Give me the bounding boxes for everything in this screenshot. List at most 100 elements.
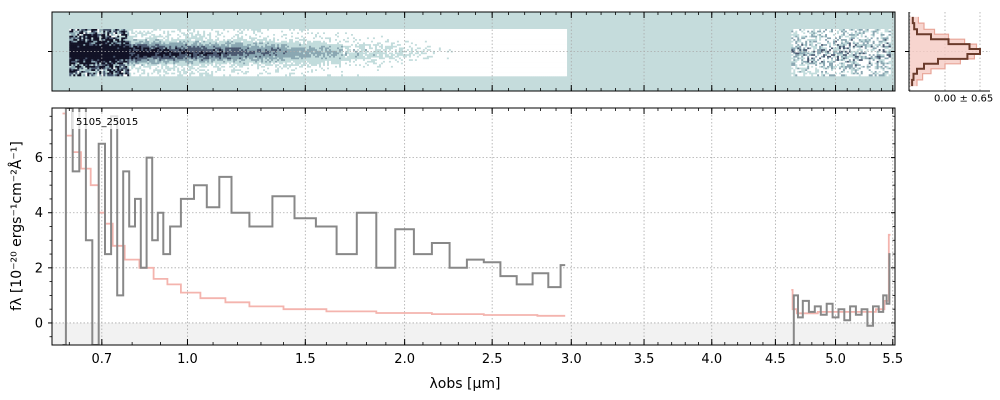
heatmap-cell xyxy=(406,74,410,77)
heatmap-cell xyxy=(119,67,122,70)
heatmap-cell xyxy=(297,52,300,55)
heatmap-cell xyxy=(121,57,124,60)
heatmap-cell xyxy=(237,32,240,35)
heatmap-cell xyxy=(414,59,418,62)
heatmap-cell xyxy=(169,62,172,65)
heatmap-cell xyxy=(247,55,250,58)
heatmap-cell xyxy=(81,47,84,50)
heatmap-cell xyxy=(420,44,424,47)
heatmap-cell xyxy=(165,50,168,53)
heatmap-cell xyxy=(247,62,250,65)
heatmap-cell xyxy=(143,34,146,37)
heatmap-cell xyxy=(265,55,268,58)
heatmap-cell xyxy=(233,52,236,55)
heatmap-cell xyxy=(247,39,250,42)
heatmap-cell xyxy=(209,74,212,77)
heatmap-cell xyxy=(217,57,220,60)
heatmap-cell xyxy=(119,72,122,75)
heatmap-cell xyxy=(263,64,266,67)
heatmap-cell xyxy=(135,39,138,42)
heatmap-cell xyxy=(378,64,382,67)
heatmap-cell xyxy=(400,60,404,63)
heatmap-cell xyxy=(169,44,172,47)
heatmap-cell xyxy=(235,60,238,63)
heatmap-cell xyxy=(75,65,78,68)
heatmap-cell xyxy=(237,29,240,31)
heatmap-cell xyxy=(137,72,140,75)
heatmap-cell xyxy=(313,69,316,72)
spectrum-2d-heatmap xyxy=(69,29,891,77)
heatmap-cell xyxy=(275,60,278,63)
heatmap-cell xyxy=(163,62,166,65)
heatmap-cell xyxy=(362,60,366,63)
heatmap-cell xyxy=(386,52,390,55)
heatmap-cell xyxy=(121,65,124,68)
heatmap-cell xyxy=(111,67,114,70)
heatmap-cell xyxy=(185,30,188,33)
heatmap-cell xyxy=(372,60,376,63)
heatmap-cell xyxy=(287,55,290,58)
heatmap-cell xyxy=(131,55,134,58)
heatmap-cell xyxy=(289,42,292,45)
heatmap-cell xyxy=(265,40,268,43)
heatmap-cell xyxy=(388,50,392,53)
heatmap-cell xyxy=(338,49,342,52)
heatmap-cell xyxy=(327,29,330,31)
heatmap-cell xyxy=(233,69,236,72)
heatmap-cell xyxy=(71,59,74,62)
heatmap-cell xyxy=(109,64,112,67)
heatmap-cell xyxy=(77,29,80,31)
heatmap-cell xyxy=(307,49,310,52)
heatmap-cell xyxy=(207,59,210,62)
heatmap-cell xyxy=(99,67,102,70)
heatmap-cell xyxy=(336,74,340,77)
heatmap-cell xyxy=(394,52,398,55)
heatmap-cell xyxy=(342,62,346,65)
heatmap-cell xyxy=(93,34,96,37)
heatmap-cell xyxy=(229,29,232,31)
heatmap-cell xyxy=(123,47,126,50)
heatmap-cell xyxy=(161,30,164,33)
heatmap-cell xyxy=(422,30,426,33)
heatmap-cell xyxy=(313,52,316,55)
heatmap-cell xyxy=(293,29,296,31)
heatmap-cell xyxy=(350,42,354,45)
heatmap-cell xyxy=(289,49,292,52)
heatmap-cell xyxy=(325,34,328,37)
heatmap-cell xyxy=(321,39,324,42)
heatmap-cell xyxy=(267,54,270,57)
heatmap-cell xyxy=(356,60,360,63)
heatmap-cell xyxy=(153,34,156,37)
heatmap-cell xyxy=(416,37,420,40)
heatmap-cell xyxy=(396,69,400,72)
heatmap-cell xyxy=(283,67,286,70)
heatmap-cell xyxy=(299,34,302,37)
heatmap-cell xyxy=(273,67,276,70)
heatmap-cell xyxy=(267,64,270,67)
heatmap-cell xyxy=(414,37,418,40)
heatmap-cell xyxy=(205,30,208,33)
heatmap-cell xyxy=(243,37,246,40)
heatmap-cell xyxy=(171,37,174,40)
heatmap-cell xyxy=(287,37,290,40)
heatmap-cell xyxy=(400,30,404,33)
heatmap-cell xyxy=(259,44,262,47)
heatmap-cell xyxy=(344,67,348,70)
heatmap-cell xyxy=(388,32,392,35)
heatmap-cell xyxy=(269,49,272,52)
heatmap-cell xyxy=(416,29,420,31)
heatmap-cell xyxy=(193,59,196,62)
heatmap-cell xyxy=(101,57,104,60)
heatmap-cell xyxy=(342,40,346,43)
heatmap-cell xyxy=(317,55,320,58)
heatmap-cell xyxy=(406,29,410,31)
heatmap-cell xyxy=(362,55,366,58)
heatmap-cell xyxy=(340,62,344,65)
heatmap-cell xyxy=(398,29,402,31)
heatmap-cell xyxy=(271,65,274,68)
heatmap-cell xyxy=(418,35,422,38)
heatmap-cell xyxy=(217,34,220,37)
heatmap-cell xyxy=(279,52,282,55)
heatmap-cell xyxy=(175,70,178,73)
heatmap-cell xyxy=(338,42,342,45)
